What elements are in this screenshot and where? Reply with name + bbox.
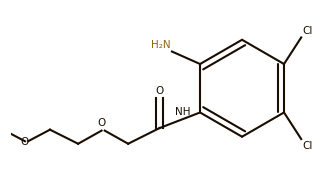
Text: O: O (155, 86, 164, 96)
Text: O: O (21, 137, 29, 146)
Text: H₂N: H₂N (151, 40, 170, 50)
Text: Cl: Cl (303, 26, 313, 36)
Text: NH: NH (175, 107, 191, 117)
Text: Cl: Cl (303, 141, 313, 151)
Text: O: O (98, 119, 106, 129)
